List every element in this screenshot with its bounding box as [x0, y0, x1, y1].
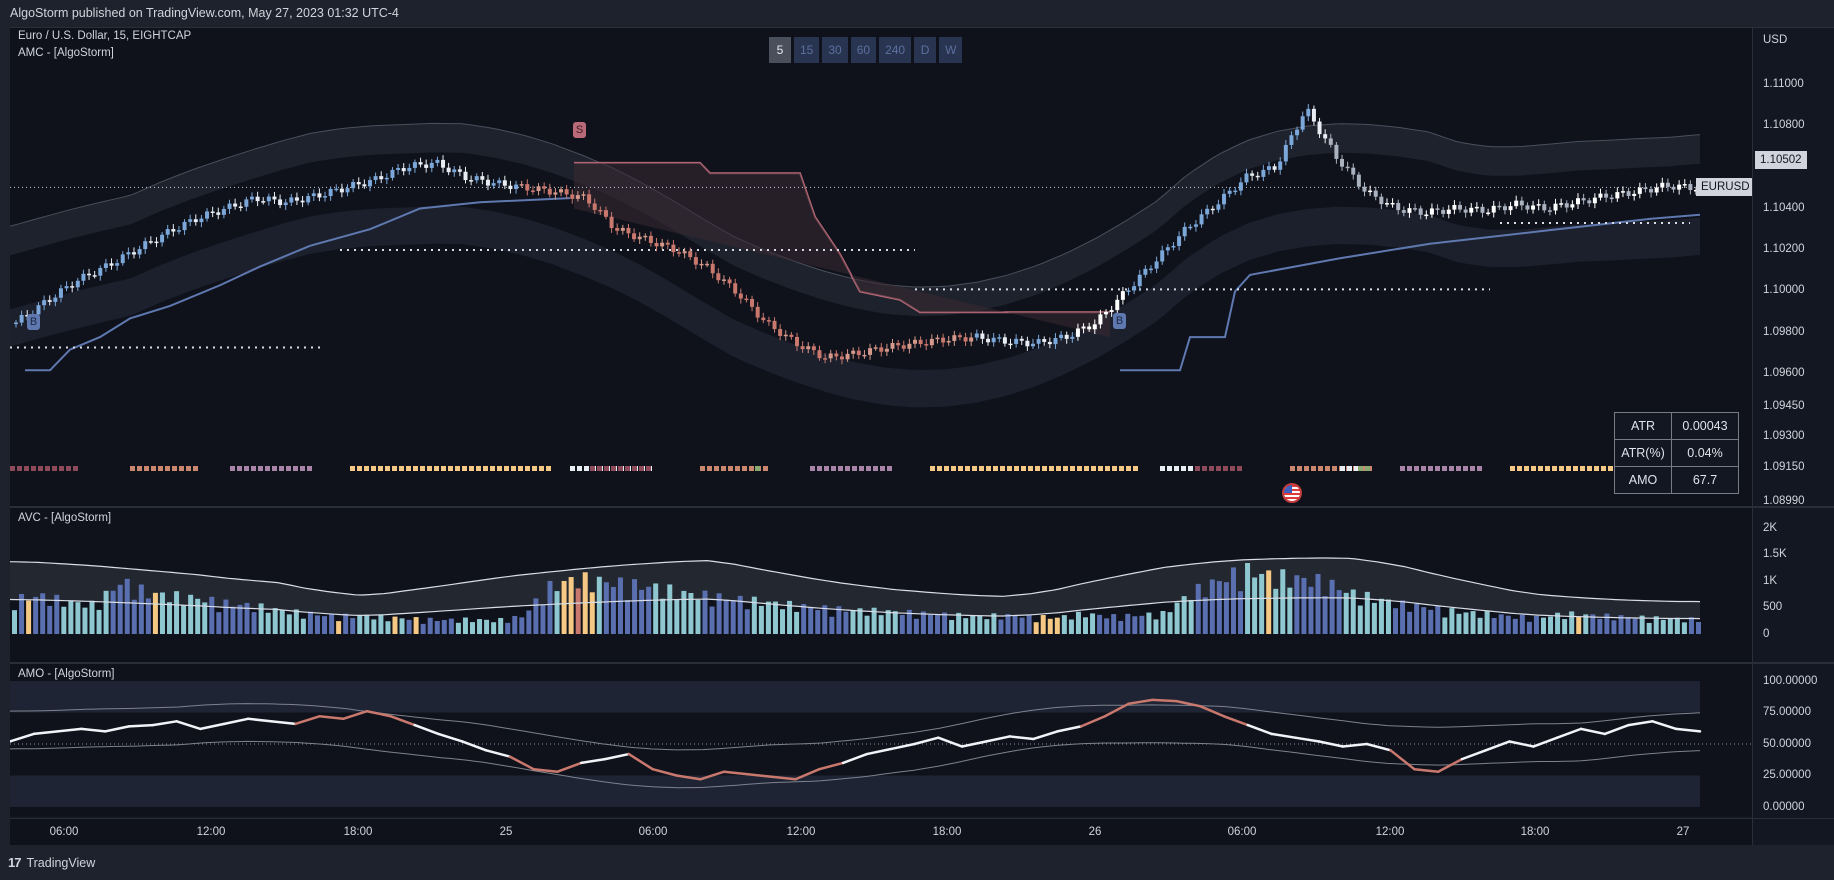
timeframe-button-5[interactable]: 5: [769, 37, 791, 63]
avc-indicator-label[interactable]: AVC - [AlgoStorm]: [18, 512, 112, 524]
price-tick: 1.11000: [1763, 78, 1804, 90]
price-tick: 1.09600: [1763, 367, 1805, 379]
price-chart-canvas[interactable]: [10, 28, 1752, 506]
stats-row-amo: AMO 67.7: [1614, 466, 1739, 494]
avc-legend: AVC - [AlgoStorm]: [18, 510, 111, 527]
tradingview-logo[interactable]: 17 TradingView: [8, 855, 95, 870]
timeframe-button-W[interactable]: W: [939, 37, 963, 63]
time-tick: 06:00: [49, 826, 79, 838]
stats-value: 0.04%: [1671, 439, 1739, 467]
sell-signal-label: S: [575, 124, 584, 136]
price-tick: 1.10200: [1763, 243, 1805, 255]
volume-tick: 2K: [1763, 522, 1778, 534]
stats-value: 0.00043: [1671, 412, 1739, 440]
price-axis[interactable]: USD 1.110001.108001.106001.104001.102001…: [1752, 28, 1834, 507]
timeframe-button-60[interactable]: 60: [850, 37, 877, 63]
price-tick: 1.08990: [1763, 495, 1805, 507]
time-tick: 25: [499, 826, 513, 838]
buy-signal-label: B: [1115, 315, 1124, 327]
stats-value: 67.7: [1671, 466, 1739, 494]
time-axis-corner: [1752, 818, 1834, 847]
publish-header: AlgoStorm published on TradingView.com, …: [0, 0, 1834, 27]
buy-signal-label: B: [29, 316, 38, 328]
time-axis[interactable]: 06:00 12:00 18:00 25 06:00 12:00 18:00 26 06:00 1…: [10, 818, 1752, 847]
stats-table: ATR 0.00043 ATR(%) 0.04% AMO 67.7: [1614, 412, 1739, 494]
price-tick: 1.10000: [1763, 284, 1805, 296]
timeframe-selector: 5 15 30 60 240 D W: [769, 37, 963, 63]
amo-axis[interactable]: 100.00000 75.00000 50.00000 25.00000 0.00000: [1752, 664, 1834, 818]
timeframe-button-15[interactable]: 15: [794, 37, 820, 63]
main-legend: Euro / U.S. Dollar, 15, EIGHTCAP AMC - […: [18, 28, 191, 62]
time-tick: 12:00: [196, 826, 226, 838]
time-tick: 12:00: [1375, 826, 1405, 838]
buy-signal-marker: B: [1113, 313, 1126, 329]
main-price-pane[interactable]: Euro / U.S. Dollar, 15, EIGHTCAP AMC - […: [10, 28, 1752, 506]
us-flag-event-icon[interactable]: [1282, 483, 1302, 503]
amo-legend: AMO - [AlgoStorm]: [18, 666, 115, 683]
time-tick: 27: [1676, 826, 1690, 838]
price-tick: 1.09450: [1763, 400, 1805, 412]
volume-tick: 500: [1763, 601, 1783, 613]
currency-label[interactable]: USD: [1763, 34, 1788, 46]
time-tick: 18:00: [932, 826, 962, 838]
buy-signal-marker: B: [27, 314, 40, 330]
price-tick: 1.09300: [1763, 430, 1805, 442]
amc-indicator-label[interactable]: AMC - [AlgoStorm]: [18, 47, 114, 59]
chart-frame: Euro / U.S. Dollar, 15, EIGHTCAP AMC - […: [10, 27, 1834, 847]
volume-tick: 0: [1763, 628, 1770, 640]
time-tick: 06:00: [1227, 826, 1257, 838]
amo-oscillator-pane[interactable]: AMO - [AlgoStorm]: [10, 664, 1752, 816]
time-tick: 12:00: [786, 826, 816, 838]
oscillator-tick: 50.00000: [1763, 738, 1811, 750]
time-tick: 06:00: [638, 826, 668, 838]
oscillator-tick: 25.00000: [1763, 769, 1811, 781]
avc-chart-canvas[interactable]: [10, 508, 1752, 662]
avc-axis[interactable]: 2K 1.5K 1K 500 0: [1752, 508, 1834, 662]
time-tick: 18:00: [1520, 826, 1550, 838]
pane-divider[interactable]: [10, 662, 1834, 664]
tradingview-brand: TradingView: [26, 855, 96, 870]
volume-tick: 1K: [1763, 575, 1778, 587]
price-tick: 1.10800: [1763, 119, 1805, 131]
last-price-tag: 1.10502: [1755, 151, 1807, 169]
oscillator-tick: 100.00000: [1763, 675, 1818, 687]
oscillator-tick: 75.00000: [1763, 706, 1811, 718]
stats-key: ATR: [1614, 412, 1672, 440]
volume-tick: 1.5K: [1763, 548, 1787, 560]
tradingview-logo-icon: 17: [8, 855, 22, 870]
stats-key: ATR(%): [1614, 439, 1672, 467]
price-tick: 1.10400: [1763, 202, 1805, 214]
symbol-price-tag: EURUSD: [1696, 178, 1752, 196]
stats-row-atr-pct: ATR(%) 0.04%: [1614, 439, 1739, 467]
time-tick: 18:00: [343, 826, 373, 838]
price-tick: 1.09800: [1763, 326, 1805, 338]
amo-chart-canvas[interactable]: [10, 664, 1752, 816]
avc-volume-pane[interactable]: AVC - [AlgoStorm]: [10, 508, 1752, 662]
stats-key: AMO: [1614, 466, 1672, 494]
symbol-title[interactable]: Euro / U.S. Dollar, 15, EIGHTCAP: [18, 30, 192, 42]
publisher-line: AlgoStorm published on TradingView.com, …: [10, 6, 399, 20]
timeframe-button-30[interactable]: 30: [822, 37, 848, 63]
footer: 17 TradingView: [0, 845, 1834, 880]
price-tick: 1.09150: [1763, 461, 1805, 473]
sell-signal-marker: S: [573, 122, 586, 138]
timeframe-button-D[interactable]: D: [914, 37, 937, 63]
timeframe-button-240[interactable]: 240: [879, 37, 912, 63]
pane-divider[interactable]: [10, 506, 1834, 508]
stats-row-atr: ATR 0.00043: [1614, 412, 1739, 440]
time-tick: 26: [1088, 826, 1102, 838]
oscillator-tick: 0.00000: [1763, 801, 1805, 813]
amo-indicator-label[interactable]: AMO - [AlgoStorm]: [18, 668, 115, 680]
